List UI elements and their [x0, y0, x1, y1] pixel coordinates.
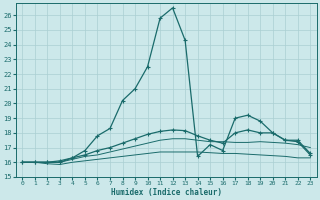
X-axis label: Humidex (Indice chaleur): Humidex (Indice chaleur) — [111, 188, 222, 197]
